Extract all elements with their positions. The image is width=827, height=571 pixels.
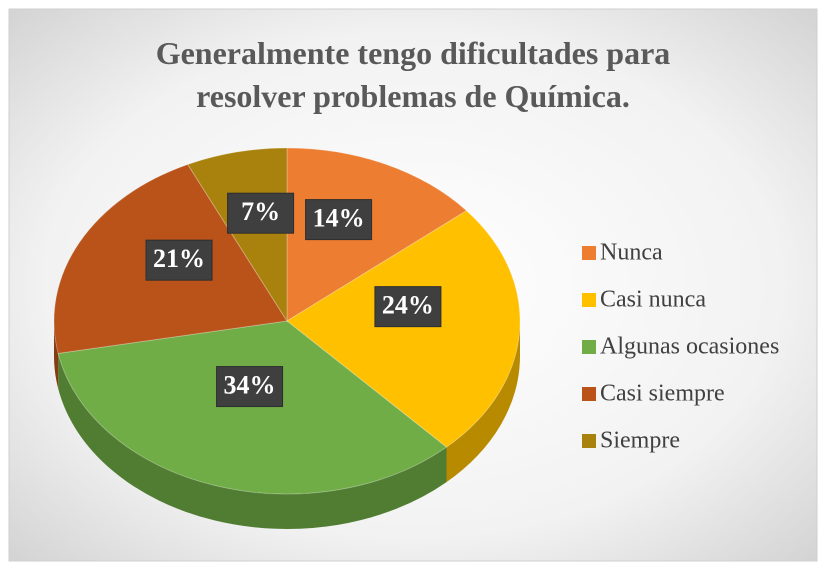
data-label-box — [305, 199, 373, 241]
legend-swatch — [582, 434, 596, 448]
legend-swatch — [582, 246, 596, 260]
slice-side — [58, 353, 447, 529]
legend-swatch — [582, 293, 596, 307]
data-label-box — [145, 239, 213, 281]
slice — [187, 147, 288, 323]
slice-side — [446, 321, 520, 483]
legend-swatch — [582, 387, 596, 401]
data-label: 7% — [241, 197, 280, 226]
legend-label: Siempre — [600, 428, 680, 454]
chart-title: Generalmente tengo dificultades para reso… — [156, 35, 671, 114]
data-label-box — [216, 366, 284, 408]
data-label: 14% — [313, 204, 365, 233]
legend-swatch — [582, 340, 596, 354]
slice-side — [54, 321, 59, 389]
legend-label: Algunas ocasiones — [600, 334, 779, 360]
data-label: 34% — [224, 371, 276, 400]
data-label-box — [227, 192, 295, 234]
legend-label: Nunca — [600, 240, 663, 266]
legend-label: Casi nunca — [600, 287, 706, 313]
legend-label: Casi siempre — [600, 381, 725, 407]
slice — [286, 147, 468, 322]
data-label-box — [374, 286, 442, 328]
slice — [286, 210, 521, 448]
data-label: 21% — [153, 244, 205, 273]
slice — [57, 320, 448, 495]
data-label: 24% — [382, 291, 434, 320]
